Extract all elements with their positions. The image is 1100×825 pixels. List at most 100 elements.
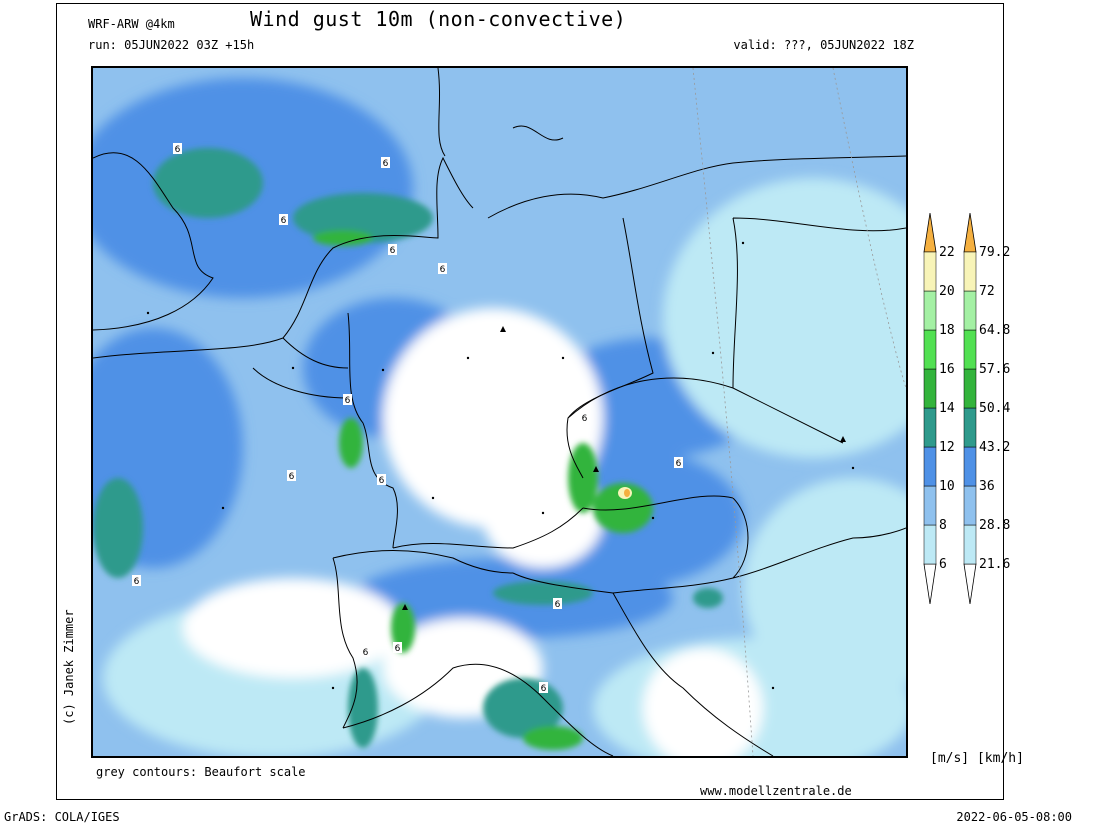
city-dot-8: [541, 511, 545, 515]
peak-marker-2: [593, 466, 599, 472]
beaufort-label-9: 6: [379, 476, 385, 486]
city-dot-13: [771, 686, 775, 690]
run-label: run: 05JUN2022 03Z +15h: [88, 38, 255, 52]
beaufort-box-15: [539, 682, 548, 693]
legend-ms-label-8: 22: [939, 245, 955, 260]
beaufort-label-3: 6: [281, 216, 287, 226]
graticule-1: [692, 68, 754, 756]
legend-kmh-band-8: [963, 251, 977, 292]
border-germany-west: [347, 312, 398, 549]
legend-ms-arrow-bottom: [923, 563, 937, 605]
zone-frisian-teal: [293, 193, 433, 243]
legend-kmh-band-7: [963, 290, 977, 331]
coastline-adriatic: [612, 592, 774, 756]
legend-kmh-label-8: 79.2: [979, 245, 1010, 260]
border-benelux: [252, 337, 349, 399]
legend-ms-bar: 6 8 10 12 14 16 18 20 22: [923, 212, 955, 605]
legend-kmh-band-1: [963, 524, 977, 565]
city-dot-11: [221, 506, 225, 510]
legend-kmh-band-2: [963, 485, 977, 526]
legend-ms-band-6: [923, 329, 937, 370]
coastline-britain: [93, 152, 214, 331]
peak-marker-1: [500, 326, 506, 332]
beaufort-label-15: 6: [541, 684, 547, 694]
coastline-denmark: [437, 68, 564, 157]
legend-kmh-label-4: 50.4: [979, 401, 1010, 416]
beaufort-box-6: [343, 394, 352, 405]
wind-gust-map: 6 6 6 6 6 6 6 6 6 6 6 6 6 6: [91, 66, 908, 758]
zone-austria-orange: [624, 489, 630, 497]
legend-ms-label-3: 12: [939, 440, 955, 455]
beaufort-box-8: [287, 470, 296, 481]
beaufort-box-12: [553, 598, 562, 609]
city-dot-5: [561, 356, 565, 360]
legend-ms-band-2: [923, 485, 937, 526]
beaufort-box-9: [377, 474, 386, 485]
legend-ms-label-5: 16: [939, 362, 955, 377]
beaufort-box-3: [279, 214, 288, 225]
beaufort-box-11: [132, 575, 141, 586]
beaufort-label-6: 6: [345, 396, 351, 406]
legend-kmh-label-5: 57.6: [979, 362, 1010, 377]
coastline-continent: [93, 156, 474, 359]
beaufort-box-13: [361, 646, 370, 657]
zone-france-calm: [183, 578, 403, 678]
legend-ms-label-7: 20: [939, 284, 955, 299]
city-dot-6: [711, 351, 715, 355]
city-dot-2: [291, 366, 295, 370]
beaufort-label-14: 6: [395, 644, 401, 654]
legend-kmh-arrow-top: [963, 212, 977, 253]
legend-ms-band-3: [923, 446, 937, 487]
legend-ms-arrow-top: [923, 212, 937, 253]
beaufort-label-10: 6: [676, 459, 682, 469]
beaufort-label-13: 6: [363, 648, 369, 658]
zone-alps-west-green: [391, 603, 415, 653]
legend-ms-band-1: [923, 524, 937, 565]
zone-adriatic-calm: [643, 648, 763, 756]
border-germany-south: [392, 507, 584, 549]
border-poland: [732, 217, 906, 389]
legend-ms-band-7: [923, 290, 937, 331]
map-title: Wind gust 10m (non-convective): [250, 7, 627, 31]
units-label: [m/s] [km/h]: [930, 751, 1024, 766]
beaufort-label-1: 6: [175, 145, 181, 155]
legend-kmh-arrow-bottom: [963, 563, 977, 605]
zone-liguria-teal: [348, 668, 378, 748]
zone-north-sea-teal: [153, 148, 263, 218]
figure-frame: [56, 3, 1004, 800]
zone-alps-teal: [493, 581, 593, 605]
beaufort-label-7: 6: [582, 414, 588, 424]
legend-kmh-label-1: 28.8: [979, 518, 1010, 533]
timestamp-label: 2022-06-05-08:00: [956, 810, 1072, 824]
border-alps: [332, 550, 514, 574]
zone-austria-green: [593, 483, 653, 533]
legend-kmh-label-7: 72: [979, 284, 995, 299]
zone-slovenia-teal: [693, 588, 723, 608]
coastline-baltic: [487, 155, 906, 219]
legend-ms-band-8: [923, 251, 937, 292]
beaufort-box-7: [580, 412, 589, 423]
beaufort-label-12: 6: [555, 600, 561, 610]
legend-kmh-label-3: 43.2: [979, 440, 1010, 455]
legend-ms-label-4: 14: [939, 401, 955, 416]
legend-kmh-bar: 21.6 28.8 36 43.2 50.4 57.6 64.8 72 79.2: [963, 212, 1010, 605]
border-hungary: [732, 527, 906, 579]
legend-ms-label-6: 18: [939, 323, 955, 338]
legend-kmh-band-4: [963, 407, 977, 448]
beaufort-box-5: [438, 263, 447, 274]
city-dot-9: [431, 496, 435, 500]
legend-kmh-label-0: 21.6: [979, 557, 1010, 572]
city-dot-10: [651, 516, 655, 520]
legend-kmh-band-3: [963, 446, 977, 487]
model-label: WRF-ARW @4km: [88, 17, 175, 31]
beaufort-label-8: 6: [289, 472, 295, 482]
legend-kmh-band-6: [963, 329, 977, 370]
beaufort-box-10: [674, 457, 683, 468]
beaufort-box-14: [393, 642, 402, 653]
beaufort-box-1: [173, 143, 182, 154]
beaufort-label-2: 6: [383, 159, 389, 169]
coastline-italy: [342, 663, 614, 756]
peak-marker-4: [402, 604, 408, 610]
beaufort-label-11: 6: [134, 577, 140, 587]
valid-label: valid: ???, 05JUN2022 18Z: [733, 38, 914, 52]
